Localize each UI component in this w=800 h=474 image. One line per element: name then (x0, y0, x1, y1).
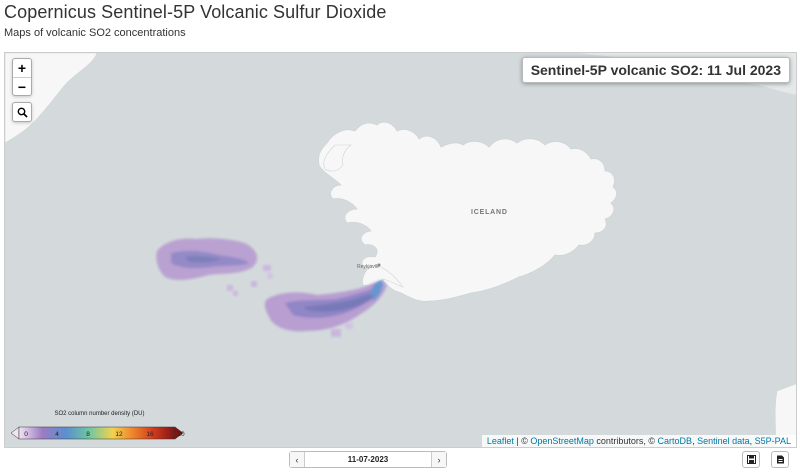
colorbar-tick: 0 (24, 431, 28, 438)
westfjords-land (323, 144, 352, 172)
colorbar-title: SO2 column number density (DU) (54, 411, 145, 417)
so2-plume-south (251, 280, 387, 337)
search-button[interactable] (12, 102, 32, 122)
attribution-sentinel-link[interactable]: Sentinel data (697, 436, 750, 446)
colorbar-tick: 12 (115, 431, 123, 438)
colorbar-tick: 4 (55, 431, 59, 438)
se-land (774, 383, 796, 447)
download-button[interactable] (771, 451, 789, 468)
zoom-in-button[interactable]: + (17, 60, 27, 76)
attribution-text: , (749, 436, 755, 446)
colorbar-graphic (10, 426, 184, 440)
attribution-osm-link[interactable]: OpenStreetMap (530, 436, 594, 446)
attribution-s5p-link[interactable]: S5P-PAL (754, 436, 791, 446)
page-subtitle: Maps of volcanic SO2 concentrations (4, 27, 186, 39)
place-label-iceland: ICELAND (471, 209, 508, 216)
attribution: Leaflet | © OpenStreetMap contributors, … (481, 435, 796, 447)
colorbar-tick: 20 (177, 431, 185, 438)
chevron-left-icon: ‹ (295, 454, 299, 465)
attribution-text: , (692, 436, 698, 446)
map-title: Sentinel-5P volcanic SO2: 11 Jul 2023 (521, 57, 790, 83)
colorbar-tick: 8 (86, 431, 90, 438)
date-navigator: ‹ 11-07-2023 › (289, 451, 447, 468)
colorbar-ticks: 0 4 8 12 16 20 (12, 430, 187, 438)
chevron-right-icon: › (437, 454, 441, 465)
colorbar: SO2 column number density (DU) 0 4 8 12 … (12, 411, 187, 438)
zoom-out-button[interactable]: − (13, 77, 31, 95)
search-icon (17, 107, 28, 118)
place-label-reykjavik: Reykjavík (357, 264, 379, 270)
next-date-button[interactable]: › (432, 452, 446, 467)
zoom-control: + − (12, 58, 32, 96)
reykjanes-land (362, 264, 404, 288)
colorbar-tick: 16 (146, 431, 154, 438)
attribution-carto-link[interactable]: CartoDB (657, 436, 693, 446)
download-icon (776, 455, 784, 464)
map[interactable]: + − Sentinel-5P volcanic SO2: 11 Jul 202… (4, 52, 797, 448)
page-title: Copernicus Sentinel-5P Volcanic Sulfur D… (4, 2, 387, 22)
so2-plume-west (156, 238, 273, 296)
map-basemap (5, 53, 796, 447)
save-icon (746, 455, 756, 464)
attribution-leaflet-link[interactable]: Leaflet (486, 436, 514, 446)
attribution-text: contributors, © (593, 436, 658, 446)
save-image-button[interactable] (742, 451, 760, 468)
iceland-land (318, 121, 617, 302)
attribution-text: | © (513, 436, 531, 446)
date-field[interactable]: 11-07-2023 (304, 452, 432, 467)
prev-date-button[interactable]: ‹ (290, 452, 304, 467)
